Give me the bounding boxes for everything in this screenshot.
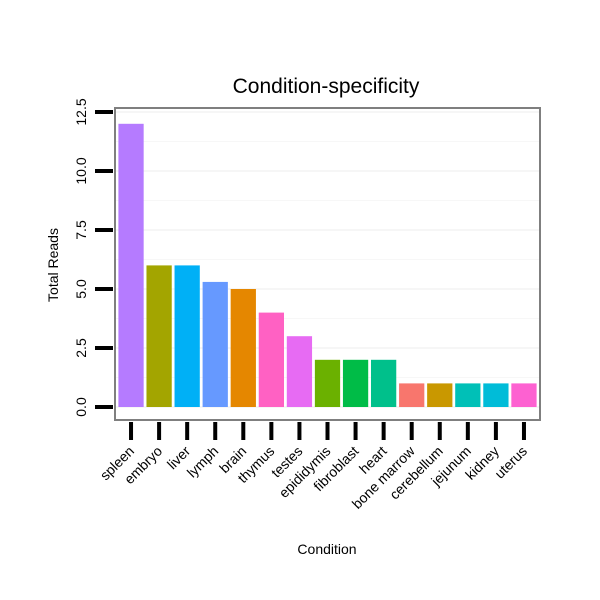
bar-bone-marrow — [399, 383, 425, 407]
plot-border — [114, 107, 541, 421]
bar-liver — [174, 265, 200, 407]
y-tick-label: 5.0 — [73, 279, 89, 299]
y-tick-label: 10.0 — [73, 157, 89, 184]
y-tick-label: 0.0 — [73, 397, 89, 417]
bar-lymph — [202, 281, 228, 407]
x-tick-label: uterus — [491, 443, 530, 482]
bar-kidney — [483, 383, 509, 407]
bar-uterus — [511, 383, 537, 407]
bar-epididymis — [314, 359, 341, 407]
bar-jejunum — [455, 383, 481, 407]
y-tick-label: 2.5 — [73, 338, 89, 358]
bar-heart — [371, 359, 397, 407]
bar-thymus — [258, 312, 284, 407]
y-tick-label: 12.5 — [73, 98, 89, 125]
plot-area: 0.02.55.07.510.012.5spleenembryoliverlym… — [73, 98, 541, 512]
chart-title: Condition-specificity — [233, 75, 420, 98]
bar-fibroblast — [342, 359, 369, 407]
bar-spleen — [118, 123, 144, 408]
bar-cerebellum — [427, 383, 453, 407]
y-axis-label: Total Reads — [45, 228, 61, 302]
x-tick-label: lymph — [184, 443, 222, 481]
bar-embryo — [146, 265, 172, 407]
bar-brain — [230, 289, 256, 407]
bar-testes — [286, 336, 313, 407]
y-tick-label: 7.5 — [73, 220, 89, 240]
x-axis-label: Condition — [297, 541, 356, 557]
